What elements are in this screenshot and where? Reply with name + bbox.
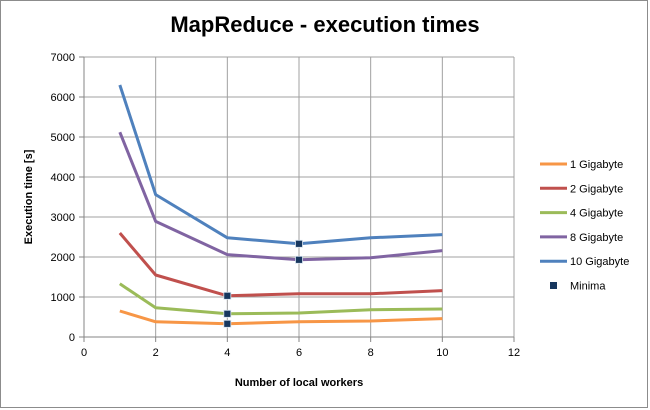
x-tick-label: 2	[153, 347, 159, 359]
y-tick-label: 3000	[51, 212, 75, 224]
y-tick-label: 7000	[51, 52, 75, 64]
y-tick-label: 0	[69, 332, 75, 344]
x-tick-label: 8	[368, 347, 374, 359]
series-line-4	[118, 131, 443, 262]
y-tick-label: 2000	[51, 252, 75, 264]
chart-title: MapReduce - execution times	[170, 12, 480, 37]
minima-marker	[223, 319, 232, 328]
x-tick-label: 6	[296, 347, 302, 359]
series-line-5	[118, 84, 443, 246]
x-tick-label: 4	[224, 347, 230, 359]
x-tick-label: 12	[508, 347, 520, 359]
legend: 1 Gigabyte 2 Gigabyte 4 Gigabyte 8 Gigabyte…	[540, 159, 629, 293]
series-line-1	[119, 309, 443, 326]
series-line-2	[118, 232, 443, 298]
legend-label: 2 Gigabyte	[570, 183, 623, 195]
minima-marker	[295, 239, 303, 248]
legend-label: 4 Gigabyte	[570, 208, 623, 220]
legend-label: 8 Gigabyte	[570, 232, 623, 244]
x-tick-label: 0	[81, 347, 87, 359]
legend-label: 1 Gigabyte	[570, 159, 623, 171]
minima-marker	[223, 291, 232, 300]
x-tick-label: 10	[436, 347, 448, 359]
minima-marker	[295, 255, 303, 264]
x-axis-label: Number of local workers	[234, 377, 364, 389]
legend-label: 10 Gigabyte	[570, 256, 629, 268]
y-tick-label: 6000	[51, 92, 75, 104]
legend-swatch	[550, 282, 557, 289]
minima-markers	[223, 239, 303, 328]
gridlines	[84, 56, 515, 337]
series-lines	[118, 84, 443, 326]
y-tick-label: 4000	[51, 172, 75, 184]
legend-label: Minima	[570, 281, 606, 293]
axes	[79, 56, 515, 342]
y-tick-label: 1000	[51, 292, 75, 304]
series-line-3	[118, 282, 443, 316]
y-tick-label: 5000	[51, 132, 75, 144]
tick-labels: 0 1000 2000 3000 4000 5000 6000 7000 0 2 4 6 8 10 12	[51, 52, 521, 359]
minima-marker	[223, 309, 232, 318]
